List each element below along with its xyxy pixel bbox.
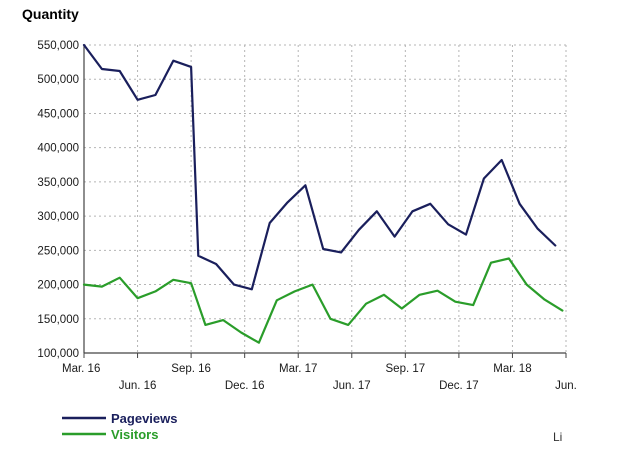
y-tick-label: 200,000 [37, 280, 79, 292]
x-tick-label: Mar. 18 [493, 363, 531, 375]
series-lines [82, 43, 564, 344]
x-tick-label: Sep. 17 [386, 363, 426, 375]
y-tick-label: 350,000 [37, 177, 79, 189]
x-tick-label: Jun. 17 [333, 380, 371, 392]
axes [83, 45, 567, 358]
y-tick-label: 250,000 [37, 245, 79, 257]
y-tick-labels: 550,000 500,000 450,000 400,000 350,000 300,0… [37, 40, 79, 360]
x-tick-label: Mar. 17 [279, 363, 317, 375]
truncated-corner-text: Li [553, 430, 563, 444]
y-tick-label: 100,000 [37, 348, 79, 360]
x-tick-label: Dec. 17 [439, 380, 479, 392]
y-tick-label: 550,000 [37, 40, 79, 52]
y-tick-label: 500,000 [37, 74, 79, 86]
x-tick-label: Jun. [555, 380, 577, 392]
y-tick-label: 400,000 [37, 143, 79, 155]
series-line-pageviews [82, 43, 557, 291]
y-tick-label: 450,000 [37, 108, 79, 120]
x-tick-label: Dec. 16 [225, 380, 265, 392]
chart-title: Quantity [22, 6, 79, 22]
series-line-visitors [82, 257, 564, 344]
legend-label-pageviews: Pageviews [111, 411, 178, 426]
y-tick-label: 300,000 [37, 211, 79, 223]
legend-label-visitors: Visitors [111, 427, 158, 442]
x-tick-label: Jun. 16 [119, 380, 157, 392]
x-tick-label: Sep. 16 [171, 363, 211, 375]
x-tick-labels: Mar. 16 Jun. 16 Sep. 16 Dec. 16 Mar. 17 Jun. … [62, 363, 577, 392]
grid-lines [84, 44, 567, 353]
x-tick-label: Mar. 16 [62, 363, 100, 375]
y-tick-label: 150,000 [37, 314, 79, 326]
